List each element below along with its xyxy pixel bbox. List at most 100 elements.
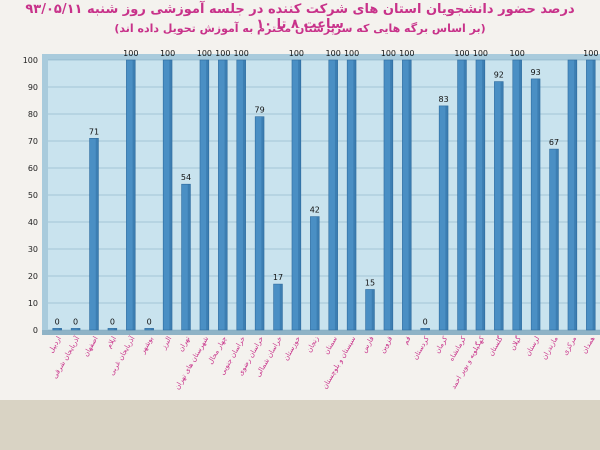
data-label: 100 bbox=[399, 49, 414, 58]
y-tick-label: 90 bbox=[28, 83, 38, 92]
bar-shade bbox=[206, 60, 209, 330]
y-tick-label: 80 bbox=[28, 110, 38, 119]
data-label: 100 bbox=[454, 49, 469, 58]
x-tick-label: تهران bbox=[177, 335, 192, 353]
x-tick-label: اردبیل bbox=[47, 335, 63, 354]
bar bbox=[162, 59, 173, 331]
bar bbox=[144, 328, 154, 331]
data-label: 100 bbox=[215, 49, 230, 58]
bar bbox=[365, 289, 375, 331]
bar bbox=[52, 328, 62, 331]
bar bbox=[457, 59, 467, 331]
bar bbox=[181, 183, 191, 331]
x-tick-label: اصفهان bbox=[82, 335, 100, 358]
x-tick-label: زنجان bbox=[305, 335, 320, 354]
y-tick-label: 30 bbox=[28, 245, 38, 254]
data-label: 83 bbox=[439, 95, 449, 104]
bar-shade bbox=[279, 284, 283, 330]
bar-shade bbox=[500, 81, 504, 330]
data-label: 100 bbox=[510, 49, 525, 58]
bar bbox=[494, 81, 504, 331]
bar-shade bbox=[426, 328, 430, 330]
bar-shade bbox=[390, 60, 393, 330]
x-tick-label: سمنان bbox=[322, 335, 339, 356]
x-tick-label: قم bbox=[402, 335, 413, 346]
bar-shade bbox=[261, 116, 265, 330]
bar-shade bbox=[316, 216, 320, 330]
data-label: 100 bbox=[234, 49, 249, 58]
x-tick-label: فارس bbox=[360, 335, 376, 354]
bar-shade bbox=[592, 60, 596, 330]
x-tick-label: کردستان bbox=[411, 334, 431, 361]
data-label: 0 bbox=[73, 317, 78, 326]
data-label: 0 bbox=[423, 317, 428, 326]
bar bbox=[291, 59, 302, 331]
bar bbox=[273, 283, 283, 331]
data-label: 0 bbox=[110, 317, 115, 326]
bar-shade bbox=[77, 328, 81, 330]
bar-shade bbox=[58, 328, 62, 330]
bar bbox=[586, 59, 596, 331]
data-label: 100 bbox=[160, 49, 175, 58]
bar bbox=[310, 216, 320, 331]
bar bbox=[236, 59, 246, 331]
bar bbox=[126, 59, 136, 331]
bar bbox=[567, 59, 578, 331]
data-label: 17 bbox=[273, 273, 283, 282]
x-tick-label: لرستان bbox=[524, 335, 542, 357]
bar-shade bbox=[555, 149, 559, 330]
data-label: 93 bbox=[531, 68, 541, 77]
data-label: 100 bbox=[344, 49, 359, 58]
x-tick-label: بوشهر bbox=[138, 335, 155, 356]
bar-shade bbox=[408, 60, 412, 330]
x-tick-label: مرکزی bbox=[561, 335, 578, 357]
x-tick-label: خوزستان bbox=[282, 335, 302, 362]
bar-shade bbox=[95, 138, 99, 330]
bar bbox=[199, 59, 210, 331]
bar-shade bbox=[150, 328, 154, 330]
bar-shade bbox=[298, 60, 301, 330]
bar bbox=[420, 328, 430, 331]
x-tick-label: قزوین bbox=[378, 335, 394, 354]
data-label: 15 bbox=[365, 279, 375, 288]
y-tick-label: 0 bbox=[33, 326, 38, 335]
data-label: 100 bbox=[326, 49, 341, 58]
bar bbox=[530, 78, 541, 331]
bar bbox=[549, 148, 559, 331]
bar bbox=[89, 138, 99, 331]
y-tick-label: 50 bbox=[28, 191, 38, 200]
bar bbox=[328, 59, 338, 331]
x-tick-label: البرز bbox=[159, 335, 173, 352]
bar-shade bbox=[463, 60, 467, 330]
data-label: 54 bbox=[181, 173, 191, 182]
data-label: 67 bbox=[549, 138, 559, 147]
bar-shade bbox=[114, 328, 117, 330]
bar-shade bbox=[353, 60, 357, 330]
x-tick-label: همدان bbox=[580, 335, 596, 355]
y-tick-label: 100 bbox=[23, 56, 38, 65]
data-label: 0 bbox=[55, 317, 60, 326]
chart-subtitle: (بر اساس برگه هایی که سرپرستان محترم به … bbox=[114, 22, 486, 35]
data-label: 42 bbox=[310, 206, 320, 215]
bar-shade bbox=[224, 60, 228, 330]
bar bbox=[218, 59, 228, 331]
x-tick-label: مازندران bbox=[540, 335, 560, 361]
bar bbox=[346, 59, 357, 331]
bar bbox=[107, 328, 118, 331]
bar bbox=[475, 59, 486, 331]
data-label: 100 bbox=[123, 49, 138, 58]
bar-shade bbox=[132, 60, 136, 330]
data-label: 100 bbox=[197, 49, 212, 58]
data-label: 0 bbox=[147, 317, 152, 326]
chart-title: درصد حضور دانشجویان استان های شرکت کننده… bbox=[25, 2, 575, 32]
data-label: 100 bbox=[289, 49, 304, 58]
data-label: 100 bbox=[381, 49, 396, 58]
y-tick-label: 40 bbox=[28, 218, 38, 227]
bar-shade bbox=[574, 60, 577, 330]
plot-floor bbox=[42, 330, 600, 335]
bar bbox=[70, 328, 81, 331]
data-label: 71 bbox=[89, 127, 99, 136]
bar bbox=[254, 116, 265, 331]
data-label: 100 bbox=[583, 49, 598, 58]
